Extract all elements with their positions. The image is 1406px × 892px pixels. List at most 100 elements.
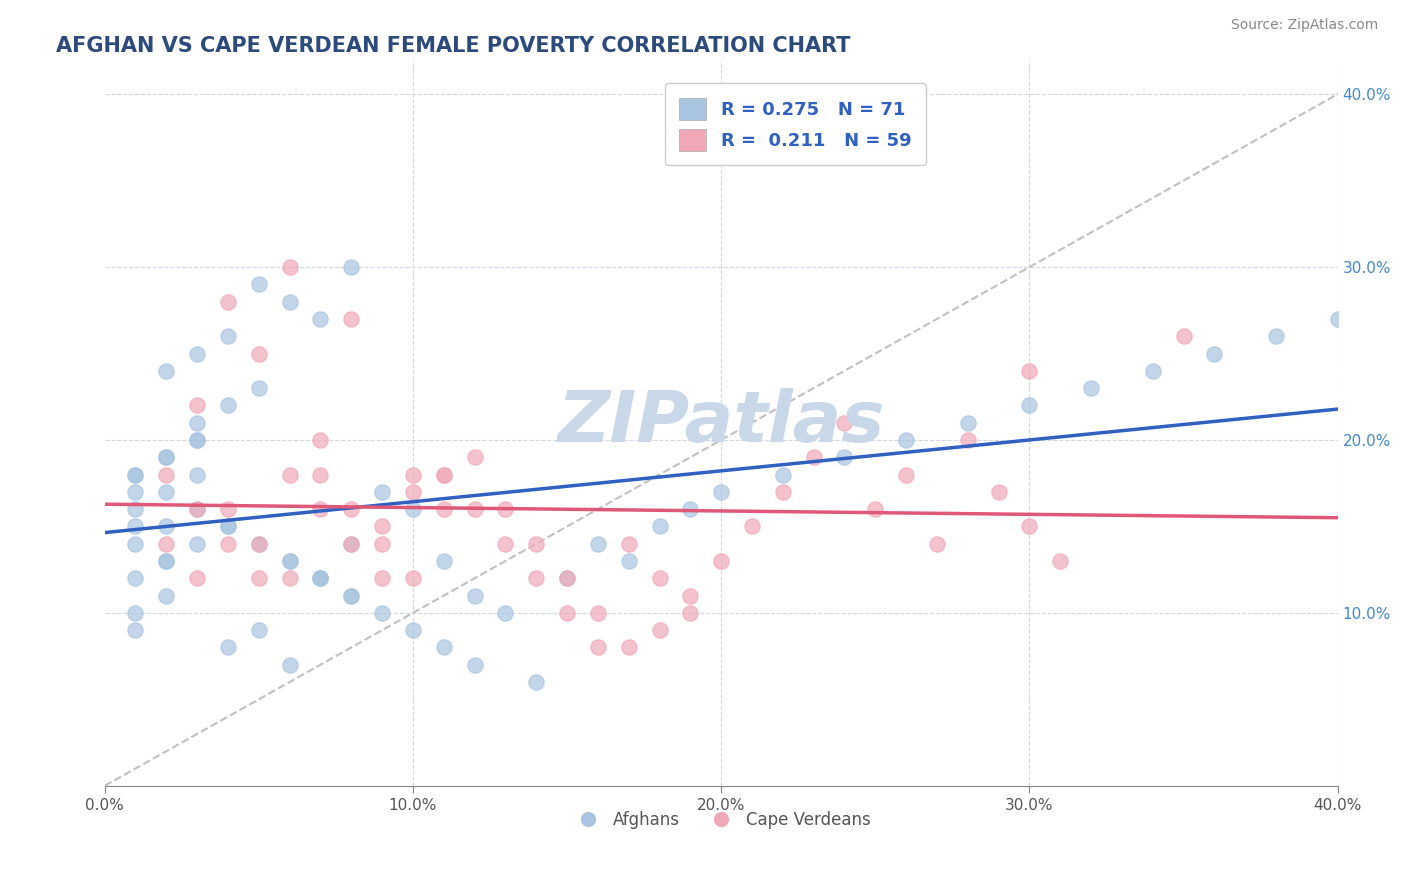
Cape Verdeans bbox=[371, 519, 394, 533]
Afghans bbox=[217, 329, 239, 343]
Cape Verdeans bbox=[524, 571, 547, 585]
Cape Verdeans bbox=[494, 537, 516, 551]
Afghans bbox=[1326, 312, 1348, 326]
Afghans bbox=[617, 554, 640, 568]
Cape Verdeans bbox=[494, 502, 516, 516]
Afghans bbox=[586, 537, 609, 551]
Cape Verdeans bbox=[648, 571, 671, 585]
Afghans bbox=[555, 571, 578, 585]
Cape Verdeans bbox=[402, 571, 425, 585]
Afghans bbox=[894, 433, 917, 447]
Afghans bbox=[340, 589, 363, 603]
Afghans bbox=[124, 537, 146, 551]
Cape Verdeans bbox=[1018, 364, 1040, 378]
Cape Verdeans bbox=[217, 294, 239, 309]
Afghans bbox=[247, 381, 270, 395]
Afghans bbox=[309, 571, 332, 585]
Afghans bbox=[155, 450, 177, 465]
Afghans bbox=[834, 450, 856, 465]
Cape Verdeans bbox=[186, 502, 208, 516]
Afghans bbox=[278, 554, 301, 568]
Afghans bbox=[464, 589, 486, 603]
Afghans bbox=[186, 537, 208, 551]
Cape Verdeans bbox=[555, 571, 578, 585]
Cape Verdeans bbox=[278, 467, 301, 482]
Cape Verdeans bbox=[956, 433, 979, 447]
Text: Source: ZipAtlas.com: Source: ZipAtlas.com bbox=[1230, 18, 1378, 32]
Afghans bbox=[278, 554, 301, 568]
Afghans bbox=[710, 484, 733, 499]
Afghans bbox=[679, 502, 702, 516]
Afghans bbox=[217, 519, 239, 533]
Afghans bbox=[155, 554, 177, 568]
Afghans bbox=[247, 623, 270, 637]
Afghans bbox=[217, 398, 239, 412]
Cape Verdeans bbox=[155, 467, 177, 482]
Afghans bbox=[371, 484, 394, 499]
Afghans bbox=[278, 294, 301, 309]
Afghans bbox=[124, 571, 146, 585]
Afghans bbox=[124, 467, 146, 482]
Legend: Afghans, Cape Verdeans: Afghans, Cape Verdeans bbox=[564, 805, 877, 836]
Cape Verdeans bbox=[278, 260, 301, 274]
Afghans bbox=[278, 657, 301, 672]
Cape Verdeans bbox=[340, 537, 363, 551]
Afghans bbox=[309, 312, 332, 326]
Afghans bbox=[309, 571, 332, 585]
Cape Verdeans bbox=[247, 571, 270, 585]
Cape Verdeans bbox=[586, 640, 609, 655]
Afghans bbox=[247, 537, 270, 551]
Cape Verdeans bbox=[894, 467, 917, 482]
Afghans bbox=[494, 606, 516, 620]
Cape Verdeans bbox=[433, 467, 456, 482]
Afghans bbox=[309, 571, 332, 585]
Cape Verdeans bbox=[402, 484, 425, 499]
Cape Verdeans bbox=[586, 606, 609, 620]
Afghans bbox=[340, 589, 363, 603]
Cape Verdeans bbox=[371, 571, 394, 585]
Cape Verdeans bbox=[1018, 519, 1040, 533]
Afghans bbox=[124, 606, 146, 620]
Afghans bbox=[124, 467, 146, 482]
Cape Verdeans bbox=[710, 554, 733, 568]
Cape Verdeans bbox=[309, 467, 332, 482]
Cape Verdeans bbox=[340, 502, 363, 516]
Afghans bbox=[464, 657, 486, 672]
Cape Verdeans bbox=[1173, 329, 1195, 343]
Text: AFGHAN VS CAPE VERDEAN FEMALE POVERTY CORRELATION CHART: AFGHAN VS CAPE VERDEAN FEMALE POVERTY CO… bbox=[56, 36, 851, 55]
Afghans bbox=[155, 484, 177, 499]
Afghans bbox=[217, 640, 239, 655]
Cape Verdeans bbox=[186, 571, 208, 585]
Cape Verdeans bbox=[402, 467, 425, 482]
Cape Verdeans bbox=[524, 537, 547, 551]
Afghans bbox=[402, 502, 425, 516]
Cape Verdeans bbox=[433, 467, 456, 482]
Cape Verdeans bbox=[247, 537, 270, 551]
Afghans bbox=[433, 554, 456, 568]
Afghans bbox=[186, 467, 208, 482]
Cape Verdeans bbox=[741, 519, 763, 533]
Cape Verdeans bbox=[772, 484, 794, 499]
Cape Verdeans bbox=[309, 433, 332, 447]
Afghans bbox=[155, 450, 177, 465]
Afghans bbox=[124, 519, 146, 533]
Afghans bbox=[186, 433, 208, 447]
Afghans bbox=[371, 606, 394, 620]
Cape Verdeans bbox=[555, 606, 578, 620]
Cape Verdeans bbox=[617, 537, 640, 551]
Afghans bbox=[186, 502, 208, 516]
Cape Verdeans bbox=[865, 502, 887, 516]
Cape Verdeans bbox=[340, 312, 363, 326]
Cape Verdeans bbox=[987, 484, 1010, 499]
Afghans bbox=[155, 519, 177, 533]
Cape Verdeans bbox=[371, 537, 394, 551]
Cape Verdeans bbox=[925, 537, 948, 551]
Cape Verdeans bbox=[679, 606, 702, 620]
Cape Verdeans bbox=[464, 502, 486, 516]
Cape Verdeans bbox=[247, 346, 270, 360]
Cape Verdeans bbox=[679, 589, 702, 603]
Afghans bbox=[247, 277, 270, 292]
Afghans bbox=[186, 433, 208, 447]
Cape Verdeans bbox=[155, 537, 177, 551]
Cape Verdeans bbox=[617, 640, 640, 655]
